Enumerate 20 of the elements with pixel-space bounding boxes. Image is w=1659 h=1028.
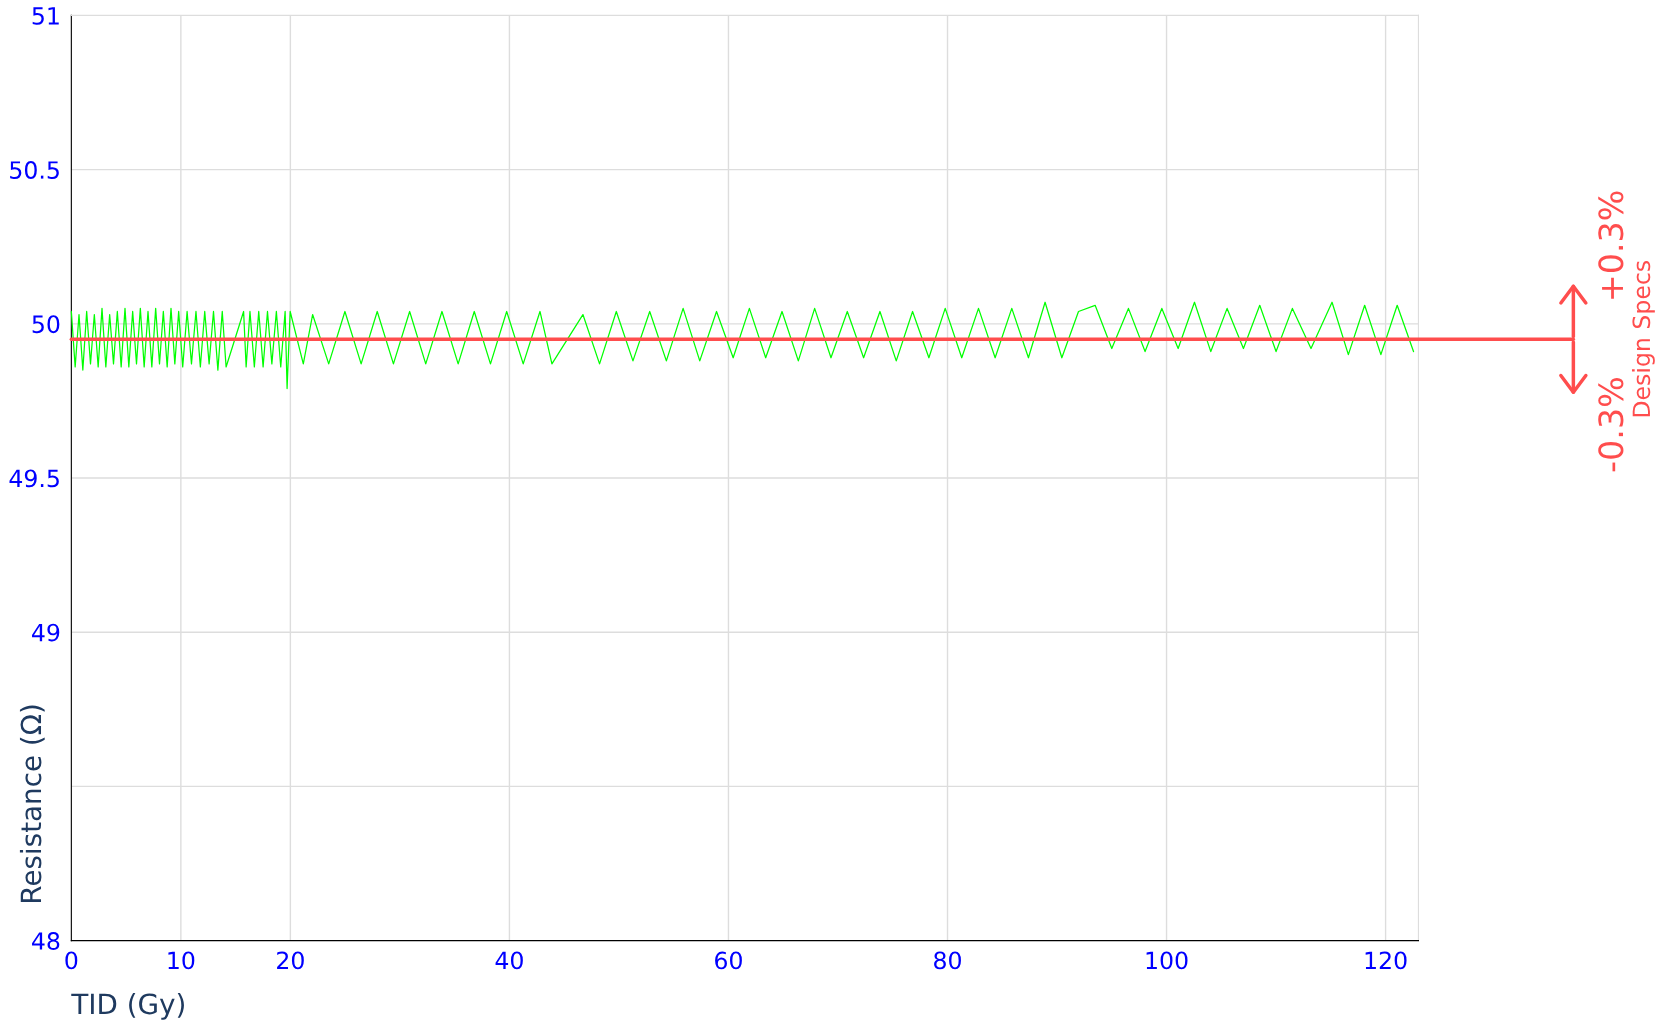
x-tick-label: 10	[168, 951, 195, 970]
x-tick-label: 120	[1365, 951, 1407, 970]
line-series	[70, 301, 1415, 390]
text: -0.3%	[1598, 378, 1624, 472]
x-axis-title: TID (Gy)	[71, 992, 184, 1020]
y-tick-label: 51	[32, 7, 59, 25]
x-tick-label: 80	[934, 951, 961, 970]
text: +0.3%	[1598, 191, 1624, 299]
y-tick-label: 50	[32, 315, 60, 334]
text: Design Specs	[1631, 260, 1655, 417]
x-tick-label: 0	[65, 951, 78, 970]
y-tick-label: 49	[32, 623, 60, 642]
y-axis-title: Resistance (Ω)	[19, 705, 45, 902]
x-tick-label: 100	[1146, 951, 1188, 970]
y-tick-label: 48	[32, 932, 60, 950]
x-tick-label: 60	[715, 951, 742, 970]
y-tick-label: 50.5	[10, 161, 59, 179]
y-tick-label: 49.5	[9, 469, 59, 488]
x-tick-label: 20	[277, 951, 304, 970]
x-tick-label: 40	[495, 951, 523, 970]
